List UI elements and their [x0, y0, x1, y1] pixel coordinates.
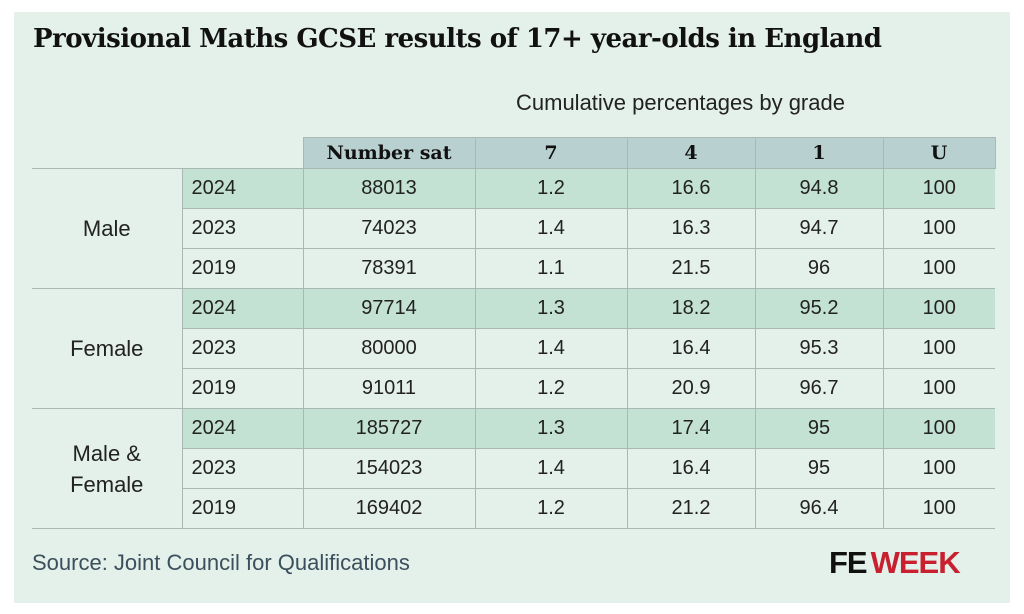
value-cell: 95.2: [754, 288, 884, 329]
year-cell: 2024: [181, 168, 304, 209]
value-cell: 185727: [302, 408, 476, 449]
feweek-logo: FE WEEK: [829, 545, 961, 581]
year-cell: 2019: [181, 368, 304, 409]
value-cell: 96.4: [754, 488, 884, 529]
value-cell: 78391: [302, 248, 476, 289]
value-cell: 16.4: [626, 448, 756, 489]
value-cell: 1.2: [474, 488, 628, 529]
value-cell: 100: [882, 368, 995, 409]
value-cell: 100: [882, 168, 995, 209]
value-cell: 1.2: [474, 168, 628, 209]
chart-title: Provisional Maths GCSE results of 17+ ye…: [33, 24, 882, 54]
table-row: 2019 169402 1.2 21.2 96.4 100: [32, 488, 995, 529]
value-cell: 94.8: [754, 168, 884, 209]
value-cell: 16.4: [626, 328, 756, 369]
column-header: 7: [474, 137, 628, 169]
year-cell: 2024: [181, 408, 304, 449]
results-table: Number sat 7 4 1 U Male 2024 88013 1.2 16.6 94.8 1…: [32, 137, 996, 529]
group-label: Male: [32, 168, 183, 289]
table-row: 2023 80000 1.4 16.4 95.3 100: [32, 328, 995, 369]
value-cell: 91011: [302, 368, 476, 409]
year-cell: 2023: [181, 208, 304, 249]
source-note: Source: Joint Council for Qualifications: [32, 550, 410, 575]
value-cell: 100: [882, 208, 995, 249]
table-row: Male & Female 2024 185727 1.3 17.4 95 100: [32, 408, 995, 529]
value-cell: 21.2: [626, 488, 756, 529]
table-row: Male 2024 88013 1.2 16.6 94.8 100: [32, 168, 995, 289]
value-cell: 1.4: [474, 208, 628, 249]
value-cell: 1.4: [474, 328, 628, 369]
chart-subtitle: Cumulative percentages by grade: [516, 90, 845, 115]
value-cell: 1.4: [474, 448, 628, 489]
value-cell: 100: [882, 288, 995, 329]
column-header: Number sat: [302, 137, 476, 169]
year-cell: 2023: [181, 328, 304, 369]
table-row: 2019 91011 1.2 20.9 96.7 100: [32, 368, 995, 409]
value-cell: 21.5: [626, 248, 756, 289]
value-cell: 100: [882, 448, 995, 489]
value-cell: 16.3: [626, 208, 756, 249]
value-cell: 1.3: [474, 408, 628, 449]
value-cell: 96.7: [754, 368, 884, 409]
value-cell: 18.2: [626, 288, 756, 329]
value-cell: 154023: [302, 448, 476, 489]
value-cell: 17.4: [626, 408, 756, 449]
value-cell: 1.2: [474, 368, 628, 409]
group-label: Male & Female: [32, 408, 183, 529]
column-header: 4: [626, 137, 756, 169]
logo-week: WEEK: [870, 545, 961, 580]
column-header: U: [882, 137, 996, 169]
value-cell: 95.3: [754, 328, 884, 369]
value-cell: 88013: [302, 168, 476, 209]
value-cell: 74023: [302, 208, 476, 249]
value-cell: 1.3: [474, 288, 628, 329]
value-cell: 95: [754, 448, 884, 489]
value-cell: 80000: [302, 328, 476, 369]
year-cell: 2019: [181, 488, 304, 529]
value-cell: 95: [754, 408, 884, 449]
value-cell: 1.1: [474, 248, 628, 289]
value-cell: 100: [882, 248, 995, 289]
value-cell: 100: [882, 408, 995, 449]
table-row: 2023 154023 1.4 16.4 95 100: [32, 448, 995, 489]
value-cell: 169402: [302, 488, 476, 529]
value-cell: 100: [882, 488, 995, 529]
value-cell: 96: [754, 248, 884, 289]
table-row: 2023 74023 1.4 16.3 94.7 100: [32, 208, 995, 249]
value-cell: 100: [882, 328, 995, 369]
header-row: Number sat 7 4 1 U: [32, 137, 996, 169]
value-cell: 97714: [302, 288, 476, 329]
table-row: Female 2024 97714 1.3 18.2 95.2 100: [32, 288, 995, 409]
group-label: Female: [32, 288, 183, 409]
value-cell: 16.6: [626, 168, 756, 209]
year-cell: 2019: [181, 248, 304, 289]
year-cell: 2024: [181, 288, 304, 329]
value-cell: 94.7: [754, 208, 884, 249]
table-row: 2019 78391 1.1 21.5 96 100: [32, 248, 995, 289]
column-header: 1: [754, 137, 884, 169]
year-cell: 2023: [181, 448, 304, 489]
value-cell: 20.9: [626, 368, 756, 409]
header-blank: [32, 137, 303, 169]
logo-fe: FE: [829, 545, 868, 580]
